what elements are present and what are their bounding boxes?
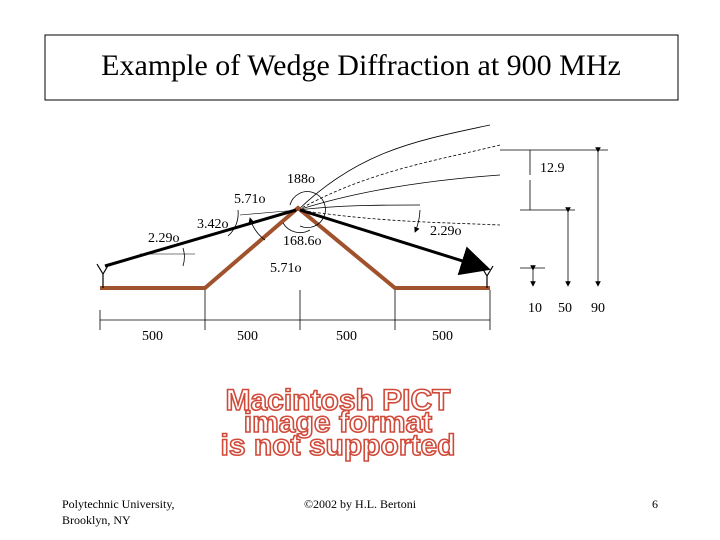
label: 5.71o [234, 192, 266, 207]
incident-ray [104, 208, 297, 268]
distance-dims [99, 290, 491, 330]
footer-institution: Polytechnic University, [62, 497, 175, 511]
title: Example of Wedge Diffraction at 900 MHz [101, 49, 621, 82]
page-number: 6 [652, 497, 658, 511]
label: 12.9 [540, 161, 565, 176]
placeholder-line: image format [244, 406, 432, 439]
distance-label: 500 [142, 329, 163, 344]
height-dims [500, 147, 608, 287]
label: 2.29o [148, 231, 180, 246]
guide-lines [140, 209, 299, 255]
title-box [44, 34, 679, 101]
label: 188o [287, 172, 315, 187]
placeholder-line: Macintosh PICT [225, 384, 450, 417]
height-label: 50 [558, 301, 572, 316]
distance-label: 500 [237, 329, 258, 344]
label: 168.6o [283, 234, 322, 249]
label: 2.29o [430, 224, 462, 239]
placeholder-line: is not supported [221, 429, 456, 462]
distance-label: 500 [432, 329, 453, 344]
diffracted-ray [299, 208, 491, 276]
footer-institution: Brooklyn, NY [62, 513, 131, 527]
angle-arcs [182, 191, 421, 267]
height-label: 90 [591, 301, 605, 316]
label: 3.42o [197, 217, 229, 232]
wedge [100, 205, 490, 290]
label: 5.71o [270, 261, 302, 276]
distance-label: 500 [336, 329, 357, 344]
field-curves [297, 124, 501, 226]
height-label: 10 [528, 301, 542, 316]
footer-copyright: ©2002 by H.L. Bertoni [304, 497, 417, 511]
